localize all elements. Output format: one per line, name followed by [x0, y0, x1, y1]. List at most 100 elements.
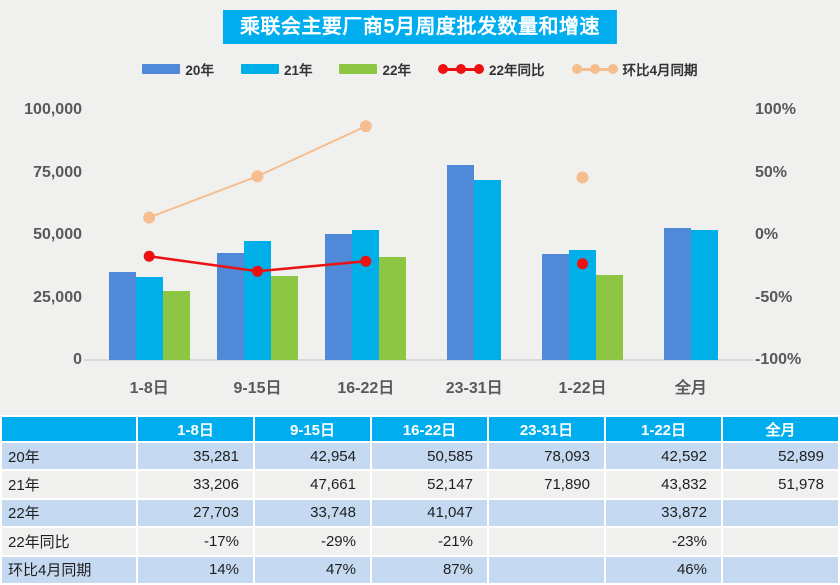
bar-20年-全月	[663, 227, 691, 360]
line-point-环比4月同期	[359, 120, 372, 133]
table-cell: 87%	[372, 556, 487, 583]
bar-20年-23-31日	[447, 164, 475, 360]
legend-swatch-icon	[142, 64, 181, 74]
legend-label: 22年	[382, 63, 412, 78]
line-point-环比4月同期	[251, 170, 264, 183]
line-path-环比4月同期	[148, 125, 367, 219]
legend-swatch-icon	[339, 64, 378, 74]
legend-item-0: 20年	[142, 59, 214, 79]
table-row: 环比4月同期 14% 47% 87% 46%	[2, 556, 838, 583]
table-cell: 41,047	[372, 499, 487, 527]
table-cell: 43,832	[606, 471, 721, 498]
table-header-empty-cell	[2, 417, 136, 441]
table-cell: 33,206	[138, 471, 253, 498]
legend-line-dot	[438, 64, 449, 74]
legend-label: 21年	[283, 63, 313, 78]
legend-label: 环比4月同期	[622, 63, 698, 78]
table-cell: 52,147	[372, 471, 487, 498]
legend-label: 20年	[185, 63, 214, 78]
y-axis-tick-right: 100%	[755, 101, 796, 118]
bar-21年-1-8日	[135, 276, 163, 360]
table-cell: 71,890	[489, 471, 604, 498]
bar-22年-1-8日	[162, 290, 190, 360]
table-cell: 35,281	[138, 443, 253, 470]
table-header-cell: 全月	[723, 417, 838, 441]
table-header-cell: 9-15日	[255, 417, 370, 441]
bar-21年-1-22日	[569, 250, 596, 360]
table-header-cell: 16-22日	[372, 417, 487, 441]
y-axis-tick-left: 50,000	[33, 226, 82, 243]
table-cell: 33,872	[606, 499, 721, 527]
table-cell	[489, 499, 604, 527]
legend-line-dot	[589, 64, 600, 74]
x-axis-label: 16-22日	[337, 380, 395, 397]
table-cell: -21%	[372, 528, 487, 555]
legend: 20年 21年 22年 22年同比 环比4月同期	[0, 59, 840, 79]
x-axis-label: 23-31日	[445, 380, 503, 397]
table-row-label: 21年	[2, 471, 136, 498]
table-row: 22年 27,703 33,748 41,047 33,872	[2, 499, 838, 527]
y-axis-tick-right: 0%	[755, 226, 779, 243]
y-axis-tick-right: 50%	[755, 163, 788, 181]
table-cell: 42,954	[255, 443, 370, 470]
table-row: 21年 33,206 47,661 52,147 71,890 43,832 51,978	[2, 471, 838, 498]
table-cell	[723, 528, 838, 555]
table-header-cell: 23-31日	[489, 417, 604, 441]
table-cell: 42,592	[606, 443, 721, 470]
table-cell: 14%	[138, 556, 253, 583]
table-header-cell: 1-22日	[606, 417, 721, 441]
table-cell	[723, 499, 838, 527]
table-cell: 52,899	[723, 443, 838, 470]
bar-20年-1-8日	[108, 271, 136, 360]
legend-item-1: 21年	[240, 59, 313, 79]
bar-22年-16-22日	[379, 257, 407, 360]
legend-line-dot	[474, 64, 485, 74]
bar-20年-9-15日	[217, 252, 244, 360]
legend-item-4: 环比4月同期	[571, 59, 698, 79]
bar-21年-全月	[690, 230, 718, 360]
line-point-环比4月同期	[143, 211, 156, 224]
bar-22年-9-15日	[271, 275, 298, 360]
table-cell	[489, 528, 604, 555]
y-axis-tick-left: 100,000	[24, 101, 82, 118]
bar-20年-1-22日	[542, 253, 569, 360]
legend-item-3: 22年同比	[438, 59, 545, 79]
table-row: 20年 35,281 42,954 50,585 78,093 42,592 52,899	[2, 443, 838, 470]
table-cell	[489, 556, 604, 583]
legend-line-dot	[571, 64, 582, 74]
y-axis-tick-left: 75,000	[33, 163, 82, 181]
table-cell: 33,748	[255, 499, 370, 527]
line-point-22年同比	[143, 250, 155, 262]
table-cell	[723, 556, 838, 583]
y-axis-tick-right: -50%	[755, 288, 793, 306]
table-row-label: 22年同比	[2, 528, 136, 555]
y-axis-tick-left: 0	[73, 351, 82, 368]
data-table-wrap: 1-8日 9-15日 16-22日 23-31日 1-22日 全月 20年 35,281 42…	[0, 415, 840, 585]
table-cell: -23%	[606, 528, 721, 555]
table-row-label: 20年	[2, 443, 136, 470]
x-axis-line	[84, 359, 753, 361]
y-axis-tick-right: -100%	[755, 351, 802, 368]
table-row-label: 22年	[2, 499, 136, 527]
table-row-label: 环比4月同期	[2, 556, 136, 583]
bar-22年-1-22日	[596, 275, 623, 360]
table-cell: -17%	[138, 528, 253, 555]
bar-21年-23-31日	[474, 180, 502, 360]
legend-line-swatch-icon	[571, 63, 618, 75]
table-header-cell: 1-8日	[138, 417, 253, 441]
table-row: 22年同比 -17% -29% -21% -23%	[2, 528, 838, 555]
legend-line-dot	[607, 64, 618, 74]
legend-line-dot	[456, 64, 467, 74]
legend-item-2: 22年	[339, 59, 411, 79]
table-cell: -29%	[255, 528, 370, 555]
table-cell: 47%	[255, 556, 370, 583]
table-cell: 51,978	[723, 471, 838, 498]
table-cell: 47,661	[255, 471, 370, 498]
chart-title: 乘联会主要厂商5月周度批发数量和增速	[222, 10, 618, 44]
x-axis-label: 1-8日	[129, 380, 169, 397]
x-axis-label: 9-15日	[233, 380, 282, 397]
bar-21年-16-22日	[352, 229, 380, 360]
table-cell: 27,703	[138, 499, 253, 527]
legend-swatch-icon	[240, 64, 279, 74]
x-axis-label: 1-22日	[558, 380, 607, 397]
